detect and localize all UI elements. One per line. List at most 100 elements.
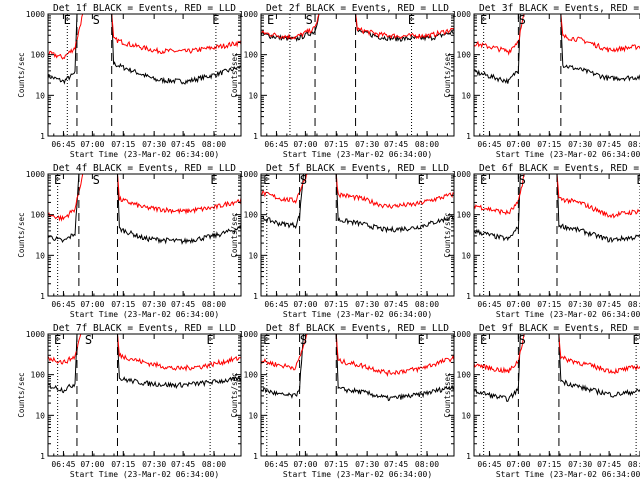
x-tick-label: 07:45 [597,300,621,309]
y-tick-label: 1 [466,452,471,461]
y-tick-label: 10 [461,91,471,100]
y-axis-label: Counts/sec [443,212,452,257]
x-tick-label: 07:15 [537,140,561,149]
event-marker-label: E [480,173,487,187]
lld-series-line [261,14,454,41]
x-axis-label: Start Time (23-Mar-02 06:34:00) [70,310,219,319]
lld-series-line [48,14,241,60]
x-tick-label: 08:00 [415,460,439,469]
event-marker-label: E [418,333,425,347]
event-marker-label: E [207,333,214,347]
lld-series-line [261,334,454,377]
y-tick-label: 10 [35,411,45,420]
x-tick-label: 07:45 [171,460,195,469]
lld-series-line [48,174,241,222]
event-marker-label: E [54,173,61,187]
x-tick-label: 07:15 [537,460,561,469]
event-marker-label: S [519,333,526,347]
x-tick-label: 07:45 [597,460,621,469]
x-tick-label: 07:15 [324,460,348,469]
x-tick-label: 07:30 [568,140,592,149]
y-axis-label: Counts/sec [230,372,239,417]
plot-frame [473,13,640,137]
x-tick-label: 07:30 [355,140,379,149]
y-tick-label: 1 [253,452,258,461]
events-series-line [474,174,640,244]
y-axis-label: Counts/sec [443,372,452,417]
x-tick-label: 07:15 [324,140,348,149]
x-tick-label: 07:45 [597,140,621,149]
event-marker-label: E [54,333,61,347]
event-marker-label: E [633,333,640,347]
x-tick-label: 07:00 [293,460,317,469]
x-tick-label: 07:45 [384,140,408,149]
x-tick-label: 06:45 [477,460,501,469]
y-tick-label: 1 [253,292,258,301]
lld-series-line [48,334,241,372]
y-axis-label: Counts/sec [230,52,239,97]
x-tick-label: 07:30 [568,460,592,469]
x-axis-label: Start Time (23-Mar-02 06:34:00) [496,310,640,319]
y-tick-label: 10 [461,251,471,260]
y-tick-label: 1000 [452,170,471,179]
event-marker-label: E [267,13,274,27]
lld-series-line [261,174,454,209]
y-tick-label: 100 [244,51,259,60]
event-marker-label: S [300,173,307,187]
detector-panel: Det 3f BLACK = Events, RED = LLDESE11010… [443,3,640,159]
x-tick-label: 06:45 [51,140,75,149]
x-tick-label: 07:00 [506,140,530,149]
panel-title: Det 1f BLACK = Events, RED = LLD [53,3,236,14]
y-tick-label: 10 [248,411,258,420]
x-axis-label: Start Time (23-Mar-02 06:34:00) [70,150,219,159]
y-tick-label: 10 [248,91,258,100]
y-tick-label: 100 [31,371,46,380]
events-series-line [48,174,241,245]
x-tick-label: 06:45 [264,300,288,309]
event-marker-label: E [480,13,487,27]
event-marker-label: E [210,173,217,187]
event-marker-label: E [418,173,425,187]
event-marker-label: S [85,333,92,347]
x-tick-label: 07:30 [142,460,166,469]
event-marker-label: E [212,13,219,27]
x-axis-label: Start Time (23-Mar-02 06:34:00) [283,150,432,159]
event-marker-label: S [300,333,307,347]
lld-series-line [474,174,640,219]
panel-title: Det 3f BLACK = Events, RED = LLD [479,3,640,14]
x-axis-label: Start Time (23-Mar-02 06:34:00) [283,470,432,479]
lld-series-line [474,334,640,375]
lld-series-line [474,14,640,56]
x-tick-label: 07:45 [384,460,408,469]
x-tick-label: 07:30 [142,140,166,149]
x-tick-label: 08:00 [202,460,226,469]
event-marker-label: E [263,333,270,347]
y-axis-label: Counts/sec [443,52,452,97]
x-tick-label: 07:00 [80,300,104,309]
x-tick-label: 08:00 [628,140,640,149]
y-tick-label: 1000 [26,10,45,19]
panel-title: Det 7f BLACK = Events, RED = LLD [53,323,236,334]
x-tick-label: 06:45 [477,140,501,149]
panel-title: Det 9f BLACK = Events, RED = LLD [479,323,640,334]
x-tick-label: 07:30 [142,300,166,309]
plot-frame [473,333,640,457]
x-tick-label: 08:00 [202,300,226,309]
y-tick-label: 100 [31,51,46,60]
y-tick-label: 100 [457,51,472,60]
plot-frame [260,173,455,297]
event-marker-label: E [480,333,487,347]
y-tick-label: 1000 [239,10,258,19]
x-axis-label: Start Time (23-Mar-02 06:34:00) [70,470,219,479]
event-marker-label: S [93,13,100,27]
x-tick-label: 07:00 [293,140,317,149]
x-axis-label: Start Time (23-Mar-02 06:34:00) [496,470,640,479]
x-tick-label: 07:45 [171,140,195,149]
